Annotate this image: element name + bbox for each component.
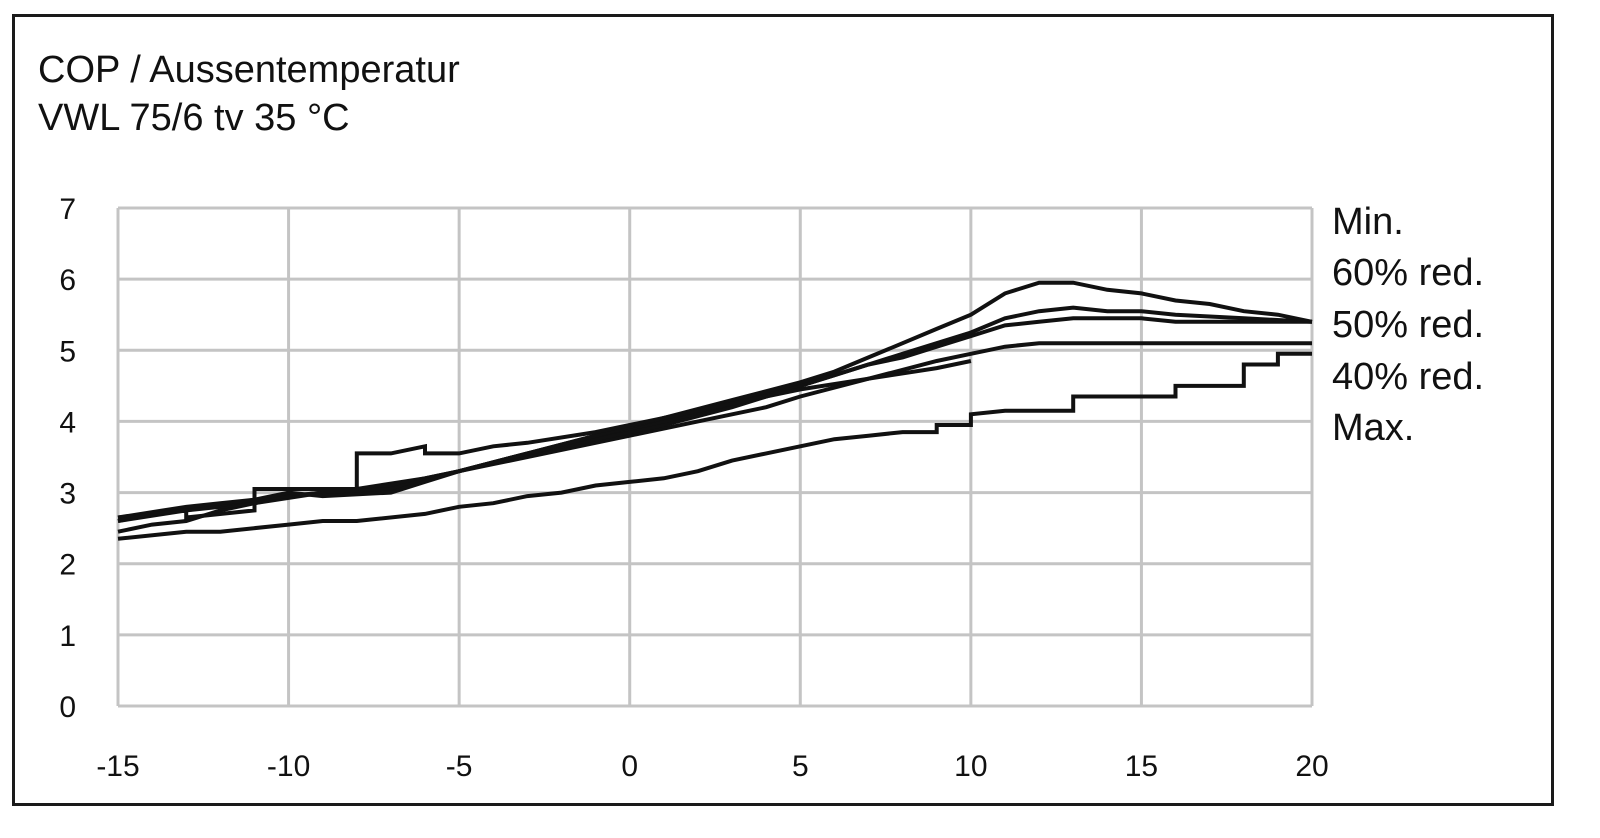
chart-title-line-1: COP / Aussentemperatur <box>38 49 460 91</box>
chart-title: COP / Aussentemperatur VWL 75/6 tv 35 °C <box>38 46 460 142</box>
x-tick-label: 0 <box>621 750 638 783</box>
legend-entry: 60% red. <box>1332 252 1484 294</box>
x-tick-label: 5 <box>792 750 809 783</box>
y-tick-label: 6 <box>59 264 76 297</box>
legend-entry: Min. <box>1332 201 1404 243</box>
x-tick-label: 15 <box>1125 750 1158 783</box>
series-line-4 <box>117 280 1313 520</box>
series-line-1 <box>117 341 1312 534</box>
legend: Min. 60% red. 50% red. 40% red. Max. <box>1332 201 1484 449</box>
x-tick-label: -5 <box>446 750 473 783</box>
y-tick-labels: 0 1 2 3 4 5 6 7 <box>59 193 76 724</box>
grid <box>116 206 1314 708</box>
x-tick-label: 10 <box>954 750 987 783</box>
legend-entry: 50% red. <box>1332 304 1484 346</box>
x-tick-labels: -15 -10 -5 0 5 10 15 20 <box>96 750 1328 783</box>
x-tick-label: 20 <box>1295 750 1328 783</box>
legend-entry: 40% red. <box>1332 356 1484 398</box>
y-tick-label: 5 <box>59 335 76 368</box>
y-tick-label: 0 <box>59 691 76 724</box>
series-line-6 <box>117 359 972 523</box>
x-tick-label: -10 <box>267 750 310 783</box>
series-line-3 <box>117 305 1313 520</box>
chart-frame <box>12 14 1554 806</box>
y-tick-label: 4 <box>59 406 76 439</box>
chart-title-line-2: VWL 75/6 tv 35 °C <box>38 97 350 139</box>
x-tick-label: -15 <box>96 750 139 783</box>
y-tick-label: 3 <box>59 478 76 511</box>
series-lines <box>117 280 1313 541</box>
series-line-5 <box>117 351 1312 541</box>
y-tick-label: 1 <box>59 620 76 653</box>
y-tick-label: 2 <box>59 549 76 582</box>
legend-entry: Max. <box>1332 407 1414 449</box>
y-tick-label: 7 <box>59 193 76 226</box>
